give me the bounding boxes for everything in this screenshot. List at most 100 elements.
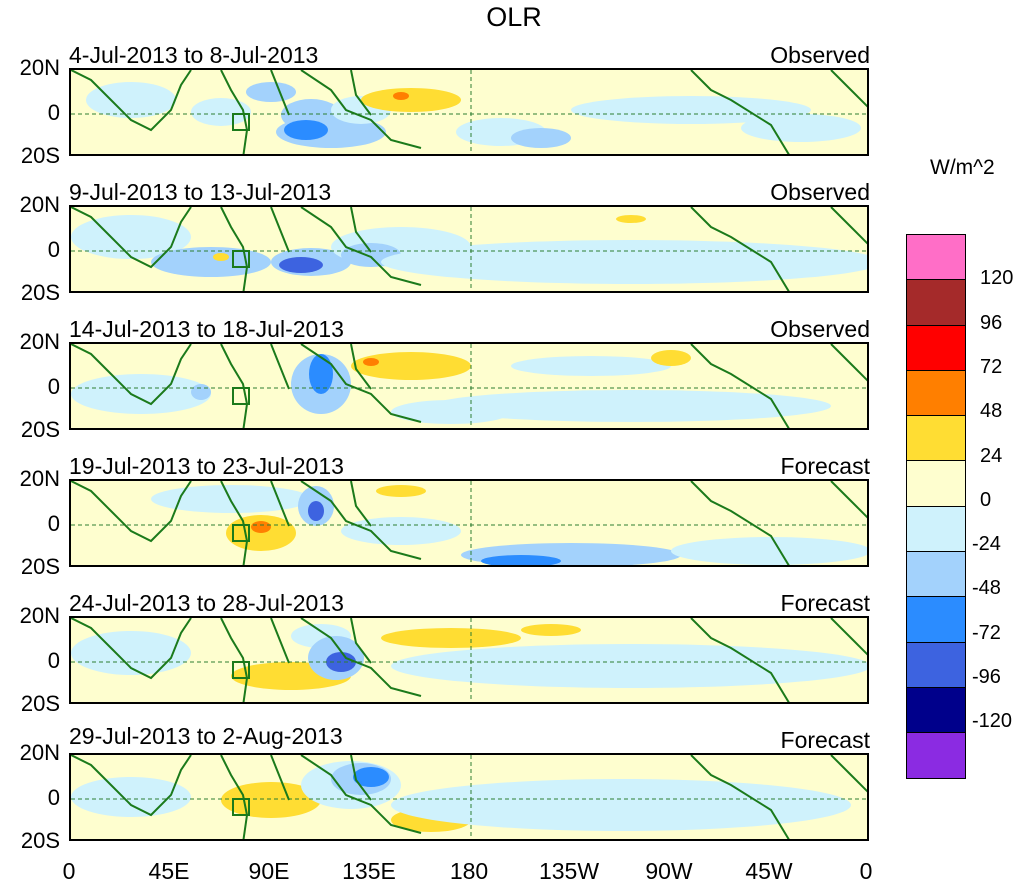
lon-label: 180 (449, 858, 489, 884)
colorbar-swatch (906, 460, 966, 506)
colorbar-label: 72 (980, 355, 1003, 378)
lat-label-20s: 20S (20, 143, 60, 168)
colorbar-swatch (906, 234, 966, 280)
map-panel-4 (69, 479, 869, 567)
lon-label: 45E (148, 858, 190, 884)
lat-label-20s: 20S (20, 828, 60, 853)
coastline (350, 344, 372, 390)
colorbar-label: 96 (980, 311, 1003, 334)
panel-3-dates: 14-Jul-2013 to 18-Jul-2013 (69, 316, 344, 342)
colorbar-units: W/m^2 (930, 156, 995, 179)
coastline (71, 344, 192, 406)
coastline (300, 344, 422, 423)
map-panel-6 (69, 753, 869, 841)
coastline (220, 755, 249, 839)
map-panel-5 (69, 616, 869, 704)
lat-label-0: 0 (47, 100, 60, 125)
region-box (232, 524, 250, 542)
region-box (232, 798, 250, 816)
coastline (690, 344, 790, 428)
colorbar-label: -48 (972, 577, 1001, 600)
colorbar-swatch (906, 551, 966, 597)
coastline (300, 207, 422, 286)
coastline (71, 481, 192, 543)
coastline (830, 70, 867, 108)
colorbar-swatch (906, 279, 966, 325)
coastline (350, 70, 372, 116)
coastline (300, 481, 422, 560)
colorbar-label: -120 (972, 710, 1013, 733)
lat-label-20n: 20N (19, 740, 60, 765)
map-panel-2 (69, 205, 869, 293)
map-panel-3 (69, 342, 869, 430)
lat-label-20s: 20S (20, 280, 60, 305)
coastline (690, 755, 790, 839)
coastline (220, 618, 249, 702)
coastline (350, 618, 372, 664)
colorbar-swatch (906, 641, 966, 687)
colorbar-label: -24 (972, 533, 1001, 556)
colorbar-label: -72 (972, 621, 1001, 644)
lat-label-0: 0 (47, 237, 60, 262)
panel-6-type: Forecast (780, 727, 870, 753)
coastline (690, 618, 790, 702)
coastline (71, 755, 192, 817)
coastline (300, 70, 422, 149)
coastline (220, 207, 249, 291)
lat-label-20s: 20S (20, 691, 60, 716)
lat-label-20s: 20S (20, 554, 60, 579)
colorbar-swatch (906, 732, 966, 779)
lon-label: 0 (859, 858, 873, 884)
colorbar-label: 48 (980, 400, 1003, 423)
panel-2-type: Observed (770, 179, 870, 205)
chart-title: OLR (486, 2, 542, 32)
lat-label-20n: 20N (19, 192, 60, 217)
lat-label-20n: 20N (19, 55, 60, 80)
region-box (232, 113, 250, 131)
coastline (350, 755, 372, 801)
coastline (830, 755, 867, 793)
panel-4-type: Forecast (780, 453, 870, 479)
coastline (71, 70, 192, 132)
coastline (830, 618, 867, 656)
colorbar (906, 234, 966, 779)
colorbar-label: -96 (972, 666, 1001, 688)
coastline (690, 207, 790, 291)
coastline (220, 70, 249, 154)
lat-label-20s: 20S (20, 417, 60, 442)
coastline (300, 618, 422, 697)
coastline (830, 481, 867, 519)
coastline (220, 481, 249, 565)
colorbar-label: 24 (980, 444, 1003, 467)
coastline (270, 618, 290, 664)
panel-1-dates: 4-Jul-2013 to 8-Jul-2013 (69, 42, 319, 68)
region-box (232, 387, 250, 405)
panel-2-dates: 9-Jul-2013 to 13-Jul-2013 (69, 179, 332, 205)
panel-5-dates: 24-Jul-2013 to 28-Jul-2013 (69, 590, 344, 616)
lat-label-20n: 20N (19, 603, 60, 628)
colorbar-swatch (906, 505, 966, 552)
colorbar-label: 0 (980, 488, 992, 511)
panel-1-type: Observed (770, 42, 870, 68)
coastline (830, 344, 867, 382)
lon-label: 90W (645, 858, 693, 884)
colorbar-swatch (906, 415, 966, 461)
lat-label-20n: 20N (19, 329, 60, 354)
lat-label-0: 0 (47, 785, 60, 810)
panel-4-dates: 19-Jul-2013 to 23-Jul-2013 (69, 453, 344, 479)
map-panel-1 (69, 68, 869, 156)
lat-label-0: 0 (47, 511, 60, 536)
lon-label: 135E (342, 858, 396, 884)
coastline (300, 755, 422, 834)
coastline (270, 344, 290, 390)
coastline (690, 70, 790, 154)
coastline (270, 70, 290, 116)
lon-label: 90E (248, 858, 290, 884)
colorbar-swatch (906, 596, 966, 642)
colorbar-label: 120 (980, 267, 1014, 290)
lat-label-0: 0 (47, 374, 60, 399)
coastline (350, 207, 372, 253)
coastline (830, 207, 867, 245)
coastline (71, 618, 192, 680)
coastline (350, 481, 372, 527)
